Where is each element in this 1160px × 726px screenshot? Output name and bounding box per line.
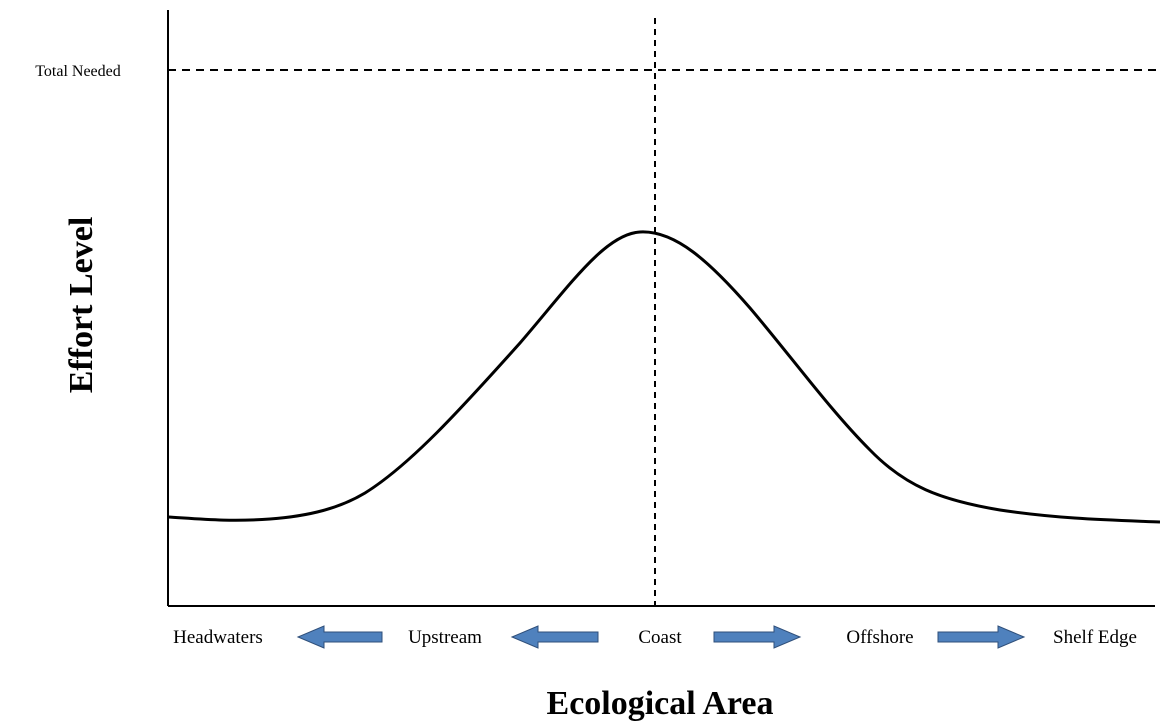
arrow-right: [937, 625, 1026, 649]
zone-label: Shelf Edge: [1053, 627, 1137, 648]
zone-label: Offshore: [846, 627, 913, 648]
zone-label: Coast: [638, 627, 682, 648]
arrow-left: [510, 625, 599, 649]
arrow-right: [713, 625, 802, 649]
x-axis-title: Ecological Area: [547, 685, 774, 721]
zone-label: Headwaters: [173, 627, 263, 648]
y-axis-title: Effort Level: [63, 217, 100, 394]
reference-label: Total Needed: [35, 63, 121, 80]
effort-curve: [167, 230, 1160, 524]
arrow-left: [296, 625, 383, 649]
zone-label: Upstream: [408, 627, 482, 648]
